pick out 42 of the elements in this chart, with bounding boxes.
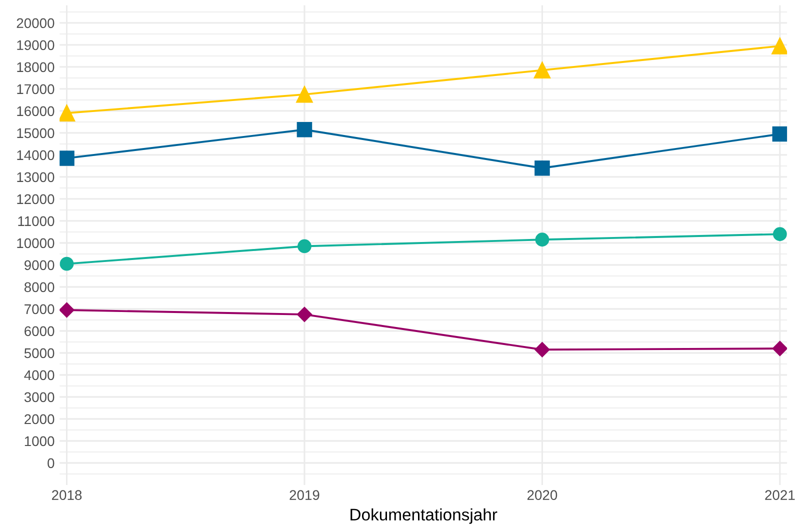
- y-tick-label: 15000: [17, 128, 54, 138]
- point: [534, 62, 551, 79]
- y-tick-label: 18000: [17, 62, 54, 72]
- x-axis-title: Dokumentationsjahr: [350, 508, 498, 524]
- x-tick-label: 2020: [527, 490, 558, 500]
- y-tick-label: 8000: [24, 282, 54, 292]
- y-tick-label: 3000: [24, 392, 54, 402]
- y-tick-label: 20000: [16, 18, 54, 28]
- y-tick-label: 12000: [17, 194, 54, 204]
- point: [60, 302, 74, 318]
- y-tick-label: 9000: [24, 260, 54, 270]
- x-tick-label: 2018: [52, 490, 82, 500]
- point: [296, 306, 312, 322]
- y-tick-label: 0: [48, 458, 54, 468]
- y-tick-label: 7000: [24, 304, 54, 314]
- point: [60, 104, 76, 122]
- point: [535, 232, 550, 247]
- point: [772, 227, 787, 242]
- x-tick-label: 2019: [290, 490, 320, 500]
- y-tick-label: 4000: [24, 370, 54, 380]
- y-tick-label: 5000: [24, 348, 54, 358]
- point: [298, 239, 312, 254]
- point: [296, 86, 313, 103]
- y-tick-label: 13000: [17, 172, 54, 182]
- y-tick-label: 14000: [17, 150, 54, 160]
- point: [60, 256, 74, 271]
- point: [296, 122, 312, 138]
- y-tick-label: 19000: [17, 40, 54, 50]
- point: [772, 340, 788, 356]
- point: [60, 150, 74, 166]
- x-tick-label: 2021: [765, 490, 795, 500]
- y-tick-label: 11000: [18, 216, 54, 226]
- y-tick-label: 10000: [17, 238, 54, 248]
- y-tick-label: 1000: [24, 436, 54, 446]
- y-tick-label: 6000: [24, 326, 54, 336]
- point: [772, 126, 788, 142]
- y-tick-label: 2000: [24, 414, 54, 424]
- y-tick-label: 16000: [17, 106, 54, 116]
- point: [772, 38, 788, 54]
- y-tick-label: 17000: [17, 84, 54, 94]
- point: [534, 160, 550, 176]
- point: [534, 342, 550, 358]
